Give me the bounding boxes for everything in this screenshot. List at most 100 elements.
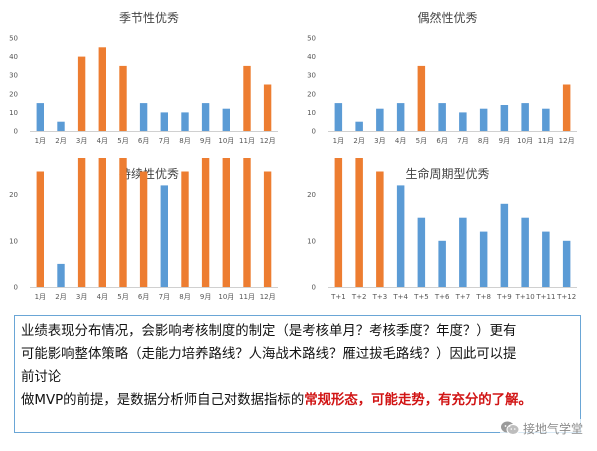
bar [222,108,230,131]
x-tick-label: 5月 [416,137,427,145]
bar [77,158,86,287]
y-tick-label: 20 [307,191,316,199]
bar [562,240,571,287]
y-tick-label: 30 [307,72,316,80]
x-tick-label: 2月 [55,293,66,301]
bar [263,171,272,287]
bar [521,217,529,287]
x-tick-label: 8月 [179,137,190,145]
bar [201,103,210,131]
x-tick-label: 12月 [260,293,276,301]
x-tick-label: T+1 [330,293,346,301]
watermark: 接地气学堂 [499,419,583,437]
bar [57,263,65,287]
bar [355,158,363,287]
watermark-text: 接地气学堂 [522,421,583,436]
bar [98,47,106,131]
bar [119,65,127,131]
y-tick-label: 30 [9,72,18,80]
x-tick-label: 10月 [218,293,234,301]
bar [479,108,488,131]
x-tick-label: 7月 [159,137,170,145]
x-tick-label: 3月 [76,137,87,145]
chart-title: 生命周期型优秀 [405,166,489,181]
x-tick-label: T+5 [413,293,429,301]
bar [243,65,251,131]
chart-accidental: 偶然性优秀 0 10 20 30 40 50 1月 2月 3月 4月 5月 6月 7月 8月 9月 10月 11月… [307,10,577,145]
y-tick-label: 50 [307,35,316,43]
x-tick-label: 2月 [55,137,66,145]
y-tick-label: 40 [307,53,316,61]
text-paragraph-1: 业绩表现分布情况，会影响考核制度的制定（是考核单月？考核季度？年度？）更有 [21,324,517,339]
bar [243,158,251,287]
bar [521,103,529,131]
bar [77,56,86,131]
bar [201,158,210,287]
x-tick-label: T+3 [372,293,388,301]
y-tick-label: 10 [307,237,316,245]
y-tick-label: 10 [9,109,18,117]
bar [334,158,343,287]
y-tick-label: 0 [14,284,18,292]
x-tick-label: T+10 [515,293,535,301]
x-tick-label: 8月 [478,137,489,145]
text-paragraph-4-prefix: 做MVP的前提，是数据分析师自己对数据指标的 [21,393,305,408]
y-tick-label: 0 [312,284,316,292]
text-box: 业绩表现分布情况，会影响考核制度的制定（是考核单月？考核季度？年度？）更有 可能… [14,315,581,433]
bar [222,158,230,287]
y-tick-label: 50 [9,35,18,43]
bar [417,65,426,131]
bar [396,103,405,131]
bar [139,103,148,131]
x-tick-label: 12月 [260,137,276,145]
x-tick-label: 11月 [538,137,554,145]
y-tick-label: 10 [9,237,18,245]
bar [396,185,405,287]
x-tick-label: 9月 [200,137,211,145]
bar [500,105,509,131]
y-tick-label: 20 [9,191,18,199]
x-tick-label: 11月 [239,137,255,145]
bar [181,112,189,131]
text-paragraph-2: 可能影响整体策略（走能力培养路线？人海战术路线？雁过拔毛路线？）因此可以提 [21,347,517,362]
y-tick-label: 20 [307,90,316,98]
x-tick-label: 1月 [35,293,46,301]
x-tick-label: 5月 [117,137,128,145]
bar [119,158,127,287]
bar [376,171,384,287]
x-tick-label: T+9 [496,293,512,301]
bar [542,231,550,287]
bar [562,84,571,131]
bar [98,158,106,287]
highlighted-text: 常规形态，可能走势，有充分的了解。 [304,393,532,408]
x-tick-label: 12月 [559,137,575,145]
bar [479,231,488,287]
x-tick-label: T+6 [434,293,450,301]
x-tick-label: 6月 [138,293,149,301]
x-tick-label: T+8 [475,293,491,301]
x-tick-label: 7月 [159,293,170,301]
bar [160,185,168,287]
y-tick-label: 10 [307,109,316,117]
x-tick-label: 6月 [436,137,447,145]
bar [139,171,148,287]
x-tick-label: 11月 [239,293,255,301]
x-tick-label: 3月 [76,293,87,301]
bar [355,121,363,131]
x-tick-label: T+7 [455,293,471,301]
chart-sustained: 持续性优秀010203040501月2月3月4月5月6月7月8月9月10月11月… [9,158,278,301]
x-tick-label: 2月 [353,137,364,145]
bar [36,103,44,131]
x-tick-label: 5月 [117,293,128,301]
x-tick-label: 9月 [499,137,510,145]
x-tick-label: 7月 [457,137,468,145]
y-tick-label: 0 [312,128,316,136]
y-tick-label: 0 [14,128,18,136]
bar [57,121,65,131]
bar [376,108,384,131]
chart-title: 偶然性优秀 [417,10,477,25]
text-paragraph-4: 做MVP的前提，是数据分析师自己对数据指标的常规形态，可能走势，有充分的了解。 [21,389,574,412]
bar [542,108,550,131]
bar [263,84,272,131]
x-tick-label: 6月 [138,137,149,145]
